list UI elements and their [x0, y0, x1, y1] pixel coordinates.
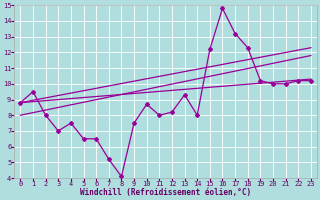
X-axis label: Windchill (Refroidissement éolien,°C): Windchill (Refroidissement éolien,°C) [80, 188, 251, 197]
